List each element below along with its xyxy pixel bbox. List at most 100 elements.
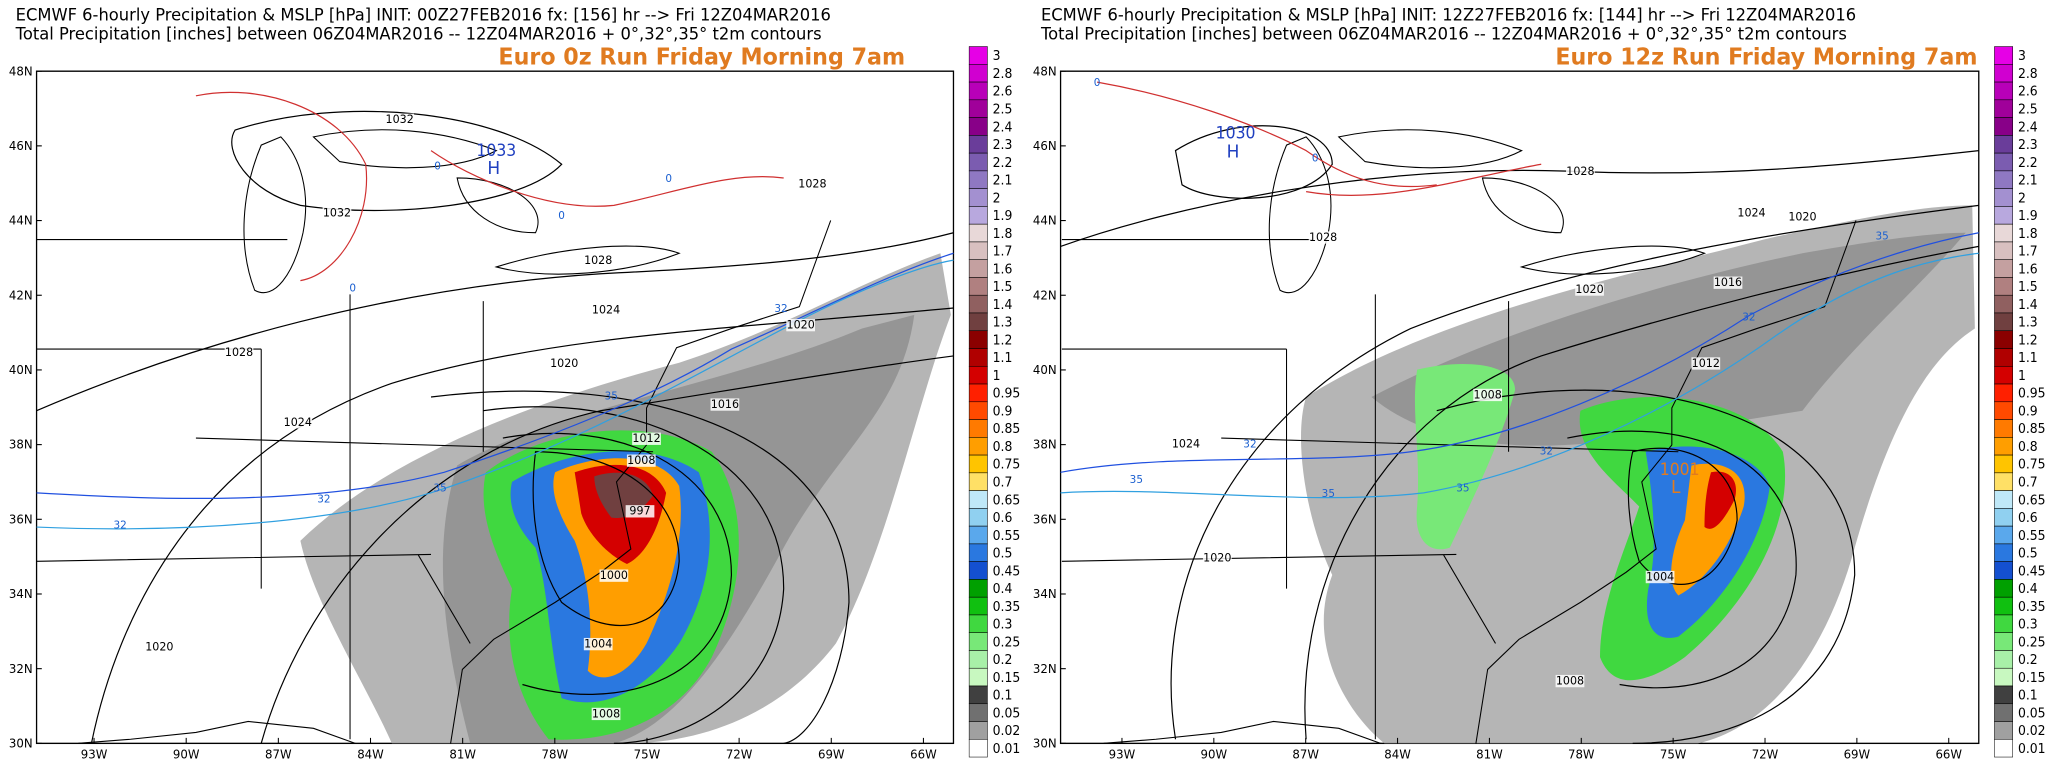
pressure-center-value: 1001	[1660, 460, 1700, 479]
colorbar-label: 0.9	[993, 403, 1013, 418]
colorbar-label: 0.6	[993, 510, 1013, 525]
colorbar-swatch	[1994, 632, 2013, 651]
colorbar-label: 2.5	[2018, 101, 2038, 116]
colorbar-label: 0.85	[993, 421, 1021, 436]
isobar-label: 1032	[386, 112, 414, 126]
isobar-label-bg	[1171, 438, 1201, 451]
colorbar-label: 0.05	[2018, 705, 2046, 720]
isobar-label: 1000	[600, 568, 628, 582]
isobar-label-bg	[1645, 570, 1675, 584]
temperature-label: 0	[1312, 151, 1319, 164]
isobar-label-bg	[144, 640, 174, 654]
colorbar-label: 2.1	[2018, 172, 2038, 187]
isobar-label-bg	[583, 637, 613, 651]
colorbar-swatch	[1994, 170, 2013, 189]
isobar-label: 1004	[1646, 569, 1674, 583]
header-line: Total Precipitation [inches] between 06Z…	[1040, 23, 1847, 43]
colorbar-swatch	[968, 685, 988, 705]
colorbar-swatch	[1994, 241, 2013, 260]
temperature-contours	[36, 91, 954, 530]
colorbar-swatch	[1994, 490, 2013, 509]
colorbar-label: 3	[2018, 48, 2026, 63]
geography	[36, 129, 832, 744]
lat-label: 34N	[1033, 587, 1057, 601]
colorbar-swatch	[1994, 330, 2013, 349]
colorbar-swatch	[1994, 419, 2013, 438]
lon-label: 87W	[1292, 747, 1319, 761]
colorbar-label: 0.7	[2018, 474, 2038, 489]
lat-label: 36N	[9, 512, 33, 526]
colorbar-swatch	[968, 632, 988, 651]
colorbar-label: 2.6	[2018, 83, 2038, 98]
isobar-label: 1008	[592, 706, 620, 720]
colorbar-label: 2.4	[2018, 119, 2038, 134]
lat-label: 40N	[9, 363, 33, 377]
colorbar-label: 1.6	[993, 261, 1013, 276]
colorbar-label: 0.25	[2018, 634, 2046, 649]
colorbar-swatch	[968, 99, 988, 118]
isobar-label-bg	[1713, 276, 1743, 289]
colorbar-swatch	[968, 170, 988, 189]
colorbar-label: 0.35	[2018, 599, 2046, 614]
colorbar-swatch	[968, 81, 988, 101]
colorbar-label: 0.01	[2018, 741, 2046, 756]
colorbar-label: 0.35	[993, 599, 1021, 614]
colorbar-label: 0.75	[2018, 456, 2046, 471]
isobar-label: 1020	[145, 639, 173, 653]
colorbar-swatch	[968, 596, 988, 616]
colorbar-label: 0.8	[993, 439, 1013, 454]
colorbar-swatch	[968, 579, 988, 598]
isobar-label: 1028	[1566, 164, 1594, 178]
lat-label: 36N	[1033, 512, 1057, 526]
colorbar-label: 0.1	[993, 687, 1013, 702]
colorbar-swatch	[968, 739, 988, 758]
temperature-label: 35	[605, 390, 618, 403]
isobar-label: 1016	[711, 397, 739, 411]
colorbar-swatch	[1994, 543, 2013, 562]
colorbar-swatch	[1994, 508, 2013, 527]
colorbar-label: 1.8	[2018, 226, 2038, 241]
colorbar-swatch	[968, 454, 988, 474]
colorbar-label: 2.5	[993, 101, 1013, 116]
colorbar-label: 1.9	[993, 208, 1013, 223]
isobar-label-bg	[224, 346, 254, 359]
isobar-label: 1028	[798, 176, 826, 190]
colorbar-label: 2	[993, 190, 1001, 205]
lon-label: 93W	[1109, 747, 1136, 761]
isobar-label-bg	[599, 569, 629, 582]
lon-label: 72W	[726, 747, 753, 761]
header-line: ECMWF 6-hourly Precipitation & MSLP [hPa…	[16, 4, 831, 24]
lon-label: 84W	[1384, 747, 1411, 761]
lat-label: 32N	[9, 662, 33, 676]
colorbar-label: 1.8	[993, 226, 1013, 241]
isobar-label-bg	[549, 357, 579, 370]
colorbar-swatch	[1994, 206, 2013, 225]
colorbar-swatch	[1994, 667, 2013, 687]
colorbar-label: 0.2	[2018, 652, 2038, 667]
colorbar-swatch	[1994, 383, 2013, 403]
colorbar-label: 1	[993, 368, 1001, 383]
colorbar-swatch	[1994, 117, 2013, 136]
colorbar-label: 2.3	[2018, 137, 2038, 152]
colorbar-label: 0.02	[2018, 723, 2046, 738]
colorbar-swatch	[1994, 454, 2013, 474]
isobar-label-bg	[1691, 357, 1721, 370]
colorbar-swatch	[1994, 365, 2013, 385]
colorbar-label: 0.9	[2018, 403, 2038, 418]
colorbar-label: 2.8	[993, 66, 1013, 81]
colorbar-label: 2.4	[993, 119, 1013, 134]
temperature-label: 35	[1322, 487, 1335, 500]
lon-label: 84W	[357, 747, 384, 761]
colorbar-swatch	[968, 525, 988, 545]
colorbar-label: 1.5	[2018, 279, 2038, 294]
temperature-label: 35	[1130, 473, 1143, 486]
colorbar-swatch	[1994, 721, 2013, 740]
colorbar-label: 0.02	[993, 723, 1021, 738]
colorbar-label: 1.6	[2018, 261, 2038, 276]
colorbar-label: 0.1	[2018, 687, 2038, 702]
lat-label: 34N	[9, 587, 33, 601]
isobar-label: 1020	[1203, 550, 1231, 564]
colorbar-swatch	[968, 64, 988, 83]
lon-label: 81W	[1476, 747, 1503, 761]
colorbar-swatch	[1994, 579, 2013, 598]
